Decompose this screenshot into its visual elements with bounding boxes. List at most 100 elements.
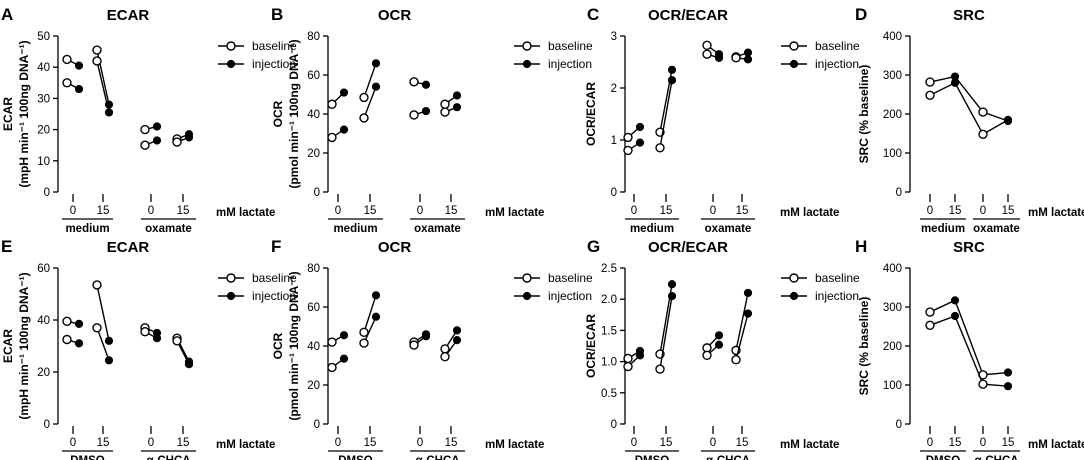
panel-letter: D (855, 5, 867, 24)
baseline-point (440, 107, 450, 117)
group-label: DMSO (635, 455, 670, 460)
y-tick-label: 0.5 (601, 388, 617, 400)
baseline-point (62, 78, 72, 88)
legend-baseline-label: baseline (252, 271, 297, 285)
x-tick-label: 0 (335, 205, 341, 217)
group-label: medium (333, 223, 377, 235)
legend-baseline-label: baseline (548, 39, 593, 53)
y-axis-label: OCR/ECAR (584, 314, 598, 378)
x-tick-label: 0 (927, 205, 933, 217)
x-tick-label: 15 (1002, 437, 1015, 449)
y-tick-label: 30 (37, 93, 50, 105)
injection-point (104, 336, 114, 345)
chart-title: OCR/ECAR (648, 239, 728, 256)
injection-point (452, 326, 462, 335)
injection-point (1003, 368, 1013, 377)
legend-baseline-label: baseline (252, 39, 297, 53)
x-tick-label: 0 (70, 205, 76, 217)
src-series-line (929, 299, 1009, 376)
injection-point (74, 339, 84, 348)
injection-point (714, 331, 724, 340)
legend-baseline-marker (789, 273, 799, 283)
chart-title: OCR/ECAR (648, 7, 728, 24)
y-tick-label: 100 (883, 380, 902, 392)
x-unit-label: mM lactate (780, 207, 839, 219)
legend-injection-marker (522, 59, 532, 69)
group-label: DMSO (70, 455, 105, 460)
injection-point (743, 288, 753, 298)
injection-point (421, 80, 431, 89)
x-unit-label: mM lactate (216, 439, 275, 451)
baseline-point (925, 307, 935, 317)
pair-line (363, 295, 377, 333)
y-tick-label: 60 (37, 263, 50, 275)
y-tick-label: 50 (37, 31, 50, 43)
baseline-point (623, 145, 633, 156)
y-axis-sublabel: (pmol min⁻¹ 100ng DNA⁻¹) (287, 271, 301, 420)
pair-line (363, 316, 377, 344)
injection-point (74, 84, 84, 94)
injection-point (74, 319, 84, 328)
y-axis-sublabel: (pmol min⁻¹ 100ng DNA⁻¹) (287, 39, 301, 188)
pair-line (659, 80, 673, 148)
chart-title: OCR (378, 239, 412, 256)
injection-point (667, 65, 677, 74)
injection-point (452, 336, 462, 345)
x-unit-label: mM lactate (216, 207, 275, 219)
y-tick-label: 200 (883, 341, 902, 353)
injection-point (104, 356, 114, 365)
x-tick-label: 15 (949, 205, 962, 217)
injection-point (452, 91, 462, 100)
baseline-point (92, 45, 102, 55)
pair-line (363, 86, 377, 119)
injection-point (667, 280, 677, 289)
chart-title: SRC (953, 7, 985, 24)
y-tick-label: 300 (883, 302, 902, 314)
y-tick-label: 400 (883, 31, 902, 43)
injection-point (339, 88, 349, 97)
injection-point (667, 291, 677, 301)
pair-line (735, 313, 749, 360)
baseline-point (702, 40, 712, 51)
x-unit-label: mM lactate (485, 439, 544, 451)
pair-line (96, 327, 110, 361)
y-tick-label: 100 (883, 148, 902, 160)
baseline-point (62, 316, 72, 326)
baseline-point (440, 99, 450, 109)
legend-baseline-marker (226, 41, 236, 51)
injection-point (452, 103, 462, 112)
legend-injection-marker (522, 291, 532, 301)
group-label: α-CHCA (415, 455, 459, 460)
x-tick-label: 15 (949, 437, 962, 449)
baseline-point (327, 132, 337, 143)
group-label: α-CHCA (706, 455, 750, 460)
baseline-point (140, 124, 150, 135)
y-tick-label: 20 (307, 380, 320, 392)
y-tick-label: 2.0 (601, 294, 617, 306)
x-tick-label: 0 (335, 437, 341, 449)
legend-baseline-marker (522, 41, 532, 51)
y-tick-label: 2.5 (601, 263, 617, 275)
group-label: oxamate (145, 223, 192, 235)
x-tick-label: 0 (70, 437, 76, 449)
group-label: medium (630, 223, 674, 235)
group-label: DMSO (338, 455, 373, 460)
panel-G: G OCR/ECAR 0 0.5 1.0 1.5 2.0 2.5 OCR/ECAR 0 15 0 15 D… (584, 237, 860, 460)
injection-point (635, 138, 645, 147)
x-tick-label: 15 (364, 205, 377, 217)
panel-C: C OCR/ECAR 0 1 2 3 OCR/ECAR 0 15 0 15 medium oxamate… (584, 5, 860, 235)
injection-point (421, 106, 431, 116)
src-series-line (929, 75, 1009, 122)
x-tick-label: 0 (710, 205, 716, 217)
group-label: medium (65, 223, 109, 235)
y-tick-label: 3 (611, 31, 617, 43)
x-tick-label: 0 (980, 437, 986, 449)
injection-point (184, 360, 194, 369)
baseline-point (62, 54, 72, 65)
legend-injection-label: injection (548, 289, 592, 303)
legend-baseline-label: baseline (548, 271, 593, 285)
y-tick-label: 20 (37, 125, 50, 137)
group-label: oxamate (973, 223, 1020, 235)
